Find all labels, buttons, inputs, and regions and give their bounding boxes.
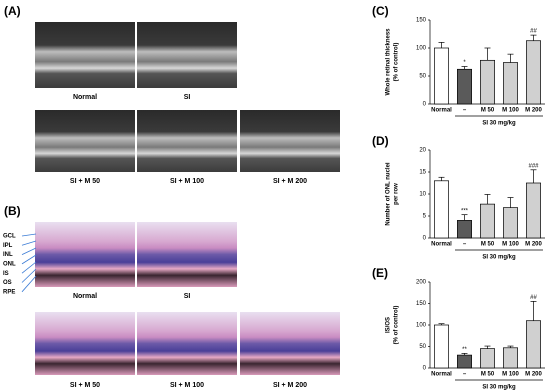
group-label: SI 30 mg/kg [482, 255, 516, 261]
bar [503, 347, 518, 369]
bar [434, 324, 449, 369]
bar [526, 40, 541, 105]
layer-arrow [21, 275, 37, 293]
x-tick-label: Normal [431, 108, 452, 114]
significance-label: ## [530, 29, 537, 35]
bar [526, 320, 541, 369]
image-caption: Normal [73, 293, 97, 300]
y-tick-label: 0 [423, 366, 427, 372]
bar [480, 59, 495, 105]
y-tick-label: 20 [419, 148, 426, 154]
bar [457, 354, 472, 369]
bar [480, 203, 495, 239]
image-caption: SI + M 50 [70, 382, 100, 389]
image-caption: SI + M 200 [273, 178, 307, 185]
layer-arrow [21, 268, 37, 283]
bar [457, 68, 472, 105]
bar [480, 348, 495, 369]
significance-label: *** [461, 208, 469, 214]
image-caption: SI + M 100 [170, 178, 204, 185]
bar [434, 47, 449, 105]
y-tick-label: 150 [416, 18, 427, 24]
y-tick-label: 150 [416, 301, 427, 307]
x-tick-label: M 200 [525, 108, 542, 114]
significance-label: * [463, 60, 466, 66]
x-tick-label: M 100 [502, 372, 519, 378]
oct-images [35, 22, 340, 172]
layer-label: IS [3, 271, 9, 277]
group-label: SI 30 mg/kg [482, 385, 516, 391]
y-tick-label: 50 [419, 344, 426, 350]
layer-arrow [21, 247, 37, 255]
layer-arrow [21, 261, 37, 274]
bar [503, 62, 518, 105]
group-label: SI 30 mg/kg [482, 121, 516, 127]
panel-label: (B) [4, 204, 21, 218]
x-tick-label: Normal [431, 372, 452, 378]
y-axis-label: per row [394, 183, 400, 205]
y-tick-label: 100 [416, 323, 427, 329]
x-tick-label: M 100 [502, 108, 519, 114]
significance-label: ## [530, 295, 537, 301]
layer-label: RPE [3, 289, 15, 295]
layer-arrow [21, 254, 37, 265]
x-tick-label: M 200 [525, 242, 542, 248]
image-caption: SI + M 100 [170, 382, 204, 389]
layer-arrow [21, 233, 37, 237]
y-axis-label: (% of control) [394, 43, 400, 82]
x-tick-label: – [463, 108, 467, 114]
y-axis-label: (% of control) [394, 306, 400, 345]
bar [526, 182, 541, 239]
panel-label: (E) [372, 266, 388, 280]
layer-label: ONL [3, 261, 16, 267]
significance-label: ** [462, 347, 467, 353]
x-tick-label: M 200 [525, 372, 542, 378]
layer-label: IPL [3, 243, 13, 249]
x-tick-label: M 50 [481, 108, 495, 114]
histology-images [35, 222, 340, 375]
x-tick-label: M 50 [481, 372, 495, 378]
layer-arrow [21, 240, 37, 246]
image-caption: Normal [73, 94, 97, 101]
x-tick-label: M 100 [502, 242, 519, 248]
x-tick-label: – [463, 372, 467, 378]
y-tick-label: 5 [423, 214, 427, 220]
layer-label: OS [3, 280, 12, 286]
y-tick-label: 10 [419, 192, 426, 198]
bar [457, 220, 472, 239]
y-tick-label: 0 [423, 236, 427, 242]
image-caption: SI + M 200 [273, 382, 307, 389]
x-tick-label: M 50 [481, 242, 495, 248]
bar [434, 180, 449, 239]
layer-label: INL [3, 252, 13, 258]
x-tick-label: Normal [431, 242, 452, 248]
image-caption: SI [184, 94, 191, 101]
bar [503, 207, 518, 239]
panel-label: (D) [372, 134, 389, 148]
panel-label: (C) [372, 4, 389, 18]
panel-label: (A) [4, 4, 21, 18]
x-tick-label: – [463, 242, 467, 248]
image-caption: SI [184, 293, 191, 300]
y-axis-label: Whole retinal thickness [386, 28, 392, 96]
y-tick-label: 15 [419, 170, 426, 176]
y-tick-label: 200 [416, 280, 427, 286]
layer-label: GCL [3, 234, 16, 240]
y-tick-label: 50 [419, 74, 426, 80]
y-axis-label: Number of ONL nuclei [386, 162, 392, 226]
y-axis-label: IS/OS [386, 317, 392, 333]
y-tick-label: 100 [416, 46, 427, 52]
image-caption: SI + M 50 [70, 178, 100, 185]
significance-label: ### [528, 163, 539, 169]
y-tick-label: 0 [423, 102, 427, 108]
